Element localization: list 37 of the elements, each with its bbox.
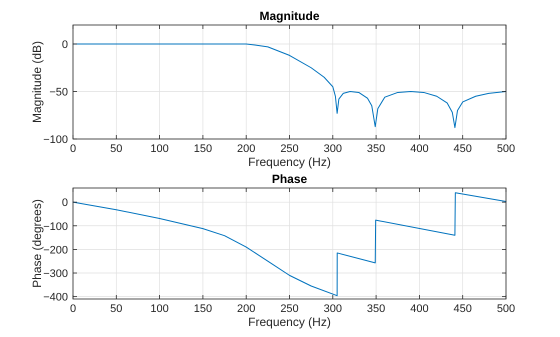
y-tick-label: −100 bbox=[43, 134, 68, 146]
y-tick-label: −100 bbox=[43, 220, 68, 233]
x-tick-label: 300 bbox=[324, 303, 342, 315]
x-tick-label: 50 bbox=[110, 143, 122, 155]
y-tick-label: −300 bbox=[43, 268, 68, 280]
x-tick-label: 100 bbox=[150, 303, 169, 315]
x-tick-label: 200 bbox=[237, 143, 256, 155]
x-tick-label: 150 bbox=[194, 303, 212, 315]
x-tick-label: 250 bbox=[280, 303, 299, 315]
x-axis-title: Frequency (Hz) bbox=[248, 315, 331, 329]
chart-title: Phase bbox=[272, 172, 308, 186]
y-tick-label: −50 bbox=[49, 86, 68, 98]
x-tick-label: 0 bbox=[70, 143, 76, 155]
x-tick-label: 500 bbox=[496, 303, 516, 315]
y-tick-label: −400 bbox=[43, 292, 68, 304]
x-tick-label: 150 bbox=[194, 143, 212, 155]
x-tick-label: 350 bbox=[366, 303, 386, 315]
x-tick-label: 300 bbox=[324, 143, 342, 155]
x-tick-label: 350 bbox=[366, 143, 386, 155]
x-tick-label: 400 bbox=[410, 303, 429, 315]
x-tick-label: 500 bbox=[496, 143, 516, 155]
x-tick-label: 250 bbox=[280, 143, 299, 155]
x-tick-label: 100 bbox=[150, 143, 169, 155]
chart-title: Magnitude bbox=[260, 9, 320, 23]
y-axis-title: Magnitude (dB) bbox=[30, 40, 44, 124]
line-series bbox=[72, 192, 506, 296]
y-tick-label: 0 bbox=[62, 39, 68, 51]
y-tick-label: 0 bbox=[62, 197, 68, 210]
x-tick-label: 200 bbox=[237, 303, 256, 315]
y-tick-label: −200 bbox=[43, 244, 68, 256]
x-tick-label: 0 bbox=[70, 303, 76, 315]
x-tick-label: 50 bbox=[110, 303, 122, 315]
x-axis-title: Frequency (Hz) bbox=[248, 155, 331, 169]
x-tick-label: 450 bbox=[454, 143, 472, 155]
y-axis-title: Phase (degrees) bbox=[30, 199, 44, 288]
x-tick-label: 400 bbox=[410, 143, 429, 155]
x-tick-label: 450 bbox=[454, 303, 472, 315]
